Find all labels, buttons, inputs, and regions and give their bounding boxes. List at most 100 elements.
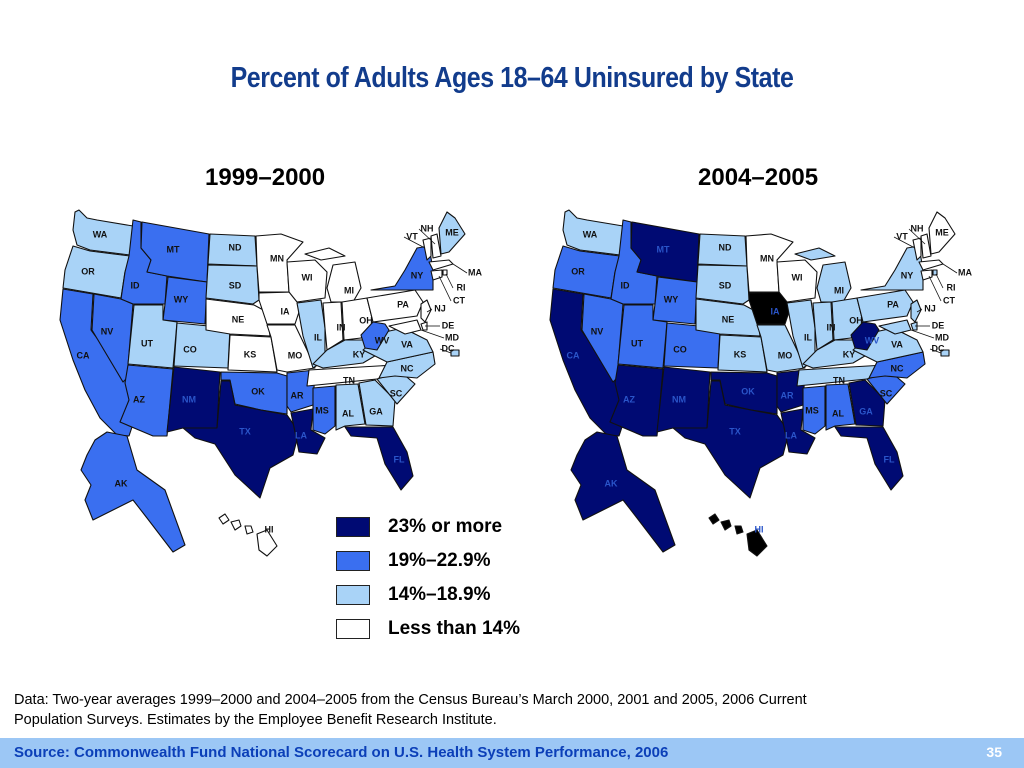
state-al — [335, 383, 366, 431]
state-label-tx: TX — [729, 426, 741, 436]
leader-line-ri — [935, 273, 944, 289]
state-label-md: MD — [445, 332, 459, 342]
state-al — [825, 383, 856, 431]
state-de — [420, 321, 428, 331]
state-pa — [366, 289, 424, 323]
state-label-la: LA — [295, 430, 307, 440]
leader-line-vt — [893, 236, 916, 249]
state-label-va: VA — [401, 339, 413, 349]
state-label-ms: MS — [315, 405, 329, 415]
state-label-al: AL — [832, 408, 844, 418]
state-label-ne: NE — [722, 314, 735, 324]
state-label-ms: MS — [805, 405, 819, 415]
state-label-dc: DC — [442, 343, 455, 353]
state-label-de: DE — [932, 320, 945, 330]
state-label-vt: VT — [406, 231, 418, 241]
state-label-mi: MI — [834, 285, 844, 295]
state-label-nh: NH — [911, 223, 924, 233]
map-1999-2000: WA OR CA NV ID MT WY UT AZ CO NM ND SD NE KS OK TX MN IA MO… — [59, 209, 482, 557]
state-ga — [848, 379, 886, 427]
state-label-sc: SC — [390, 388, 403, 398]
state-label-nm: NM — [672, 394, 686, 404]
state-ny — [860, 245, 924, 291]
state-label-wv: WV — [865, 335, 880, 345]
state-label-mn: MN — [760, 253, 774, 263]
state-label-wy: WY — [174, 294, 189, 304]
legend-item-19-22-9: 19%–22.9% — [336, 544, 520, 578]
state-label-oh: OH — [849, 315, 863, 325]
leader-line-nh — [908, 228, 926, 245]
state-wi — [286, 259, 328, 303]
state-wy — [162, 276, 208, 325]
state-me — [438, 211, 466, 255]
state-ne — [695, 298, 761, 337]
state-label-ca: CA — [567, 350, 580, 360]
leader-line-md — [420, 329, 445, 339]
state-label-wy: WY — [664, 294, 679, 304]
state-ut — [127, 304, 178, 369]
state-ri — [442, 269, 448, 276]
state-label-il: IL — [804, 332, 813, 342]
state-mo — [266, 324, 316, 373]
state-ma — [918, 259, 944, 271]
state-label-in: IN — [827, 322, 836, 332]
state-pa — [856, 289, 914, 323]
legend-label: 23% or more — [388, 516, 503, 537]
state-dc — [940, 349, 950, 357]
legend-item-23-or-more: 23% or more — [336, 510, 520, 544]
state-label-me: ME — [935, 227, 949, 237]
state-label-ok: OK — [741, 386, 755, 396]
state-ga — [358, 379, 396, 427]
state-tx — [672, 380, 790, 499]
state-label-sc: SC — [880, 388, 893, 398]
state-ny — [370, 245, 434, 291]
leader-line-ma — [942, 263, 958, 274]
state-label-nd: ND — [719, 242, 732, 252]
state-label-oh: OH — [359, 315, 373, 325]
legend-item-less-than-14: Less than 14% — [336, 612, 520, 646]
footer-bar: Source: Commonwealth Fund National Score… — [0, 738, 1024, 768]
legend-label: Less than 14% — [388, 618, 520, 639]
leader-line-nj — [916, 308, 923, 313]
state-label-nd: ND — [229, 242, 242, 252]
state-label-nv: NV — [101, 326, 114, 336]
state-label-ne: NE — [232, 314, 245, 324]
state-label-id: ID — [131, 280, 141, 290]
state-label-nv: NV — [591, 326, 604, 336]
state-fl — [834, 426, 904, 491]
legend: 23% or more 19%–22.9% 14%–18.9% Less tha… — [336, 510, 520, 646]
state-label-ny: NY — [411, 270, 424, 280]
state-label-sd: SD — [719, 280, 732, 290]
legend-item-14-18-9: 14%–18.9% — [336, 578, 520, 612]
state-vt — [912, 237, 922, 261]
state-ri — [932, 269, 938, 276]
footer-source: Source: Commonwealth Fund National Score… — [14, 744, 669, 761]
leader-line-nh — [418, 228, 436, 245]
state-label-mi: MI — [344, 285, 354, 295]
state-me — [928, 211, 956, 255]
state-label-ia: IA — [281, 306, 291, 316]
state-label-de: DE — [442, 320, 455, 330]
state-label-ut: UT — [631, 338, 643, 348]
state-label-hi: HI — [755, 524, 764, 534]
leader-line-dc — [929, 348, 942, 354]
leader-line-vt — [403, 236, 426, 249]
leader-line-ct — [438, 275, 452, 302]
leader-line-md — [910, 329, 935, 339]
state-sd — [205, 264, 260, 305]
state-label-nh: NH — [421, 223, 434, 233]
leader-line-ma — [452, 263, 468, 274]
state-label-ks: KS — [734, 349, 747, 359]
state-tx — [182, 380, 300, 499]
state-label-co: CO — [673, 344, 687, 354]
state-label-pa: PA — [397, 299, 409, 309]
state-label-wi: WI — [792, 272, 803, 282]
state-label-ut: UT — [141, 338, 153, 348]
state-label-tn: TN — [343, 375, 355, 385]
leader-line-nj — [426, 308, 433, 313]
state-label-me: ME — [445, 227, 459, 237]
state-label-nm: NM — [182, 394, 196, 404]
state-label-ri: RI — [947, 282, 956, 292]
state-de — [910, 321, 918, 331]
state-label-wa: WA — [583, 229, 598, 239]
